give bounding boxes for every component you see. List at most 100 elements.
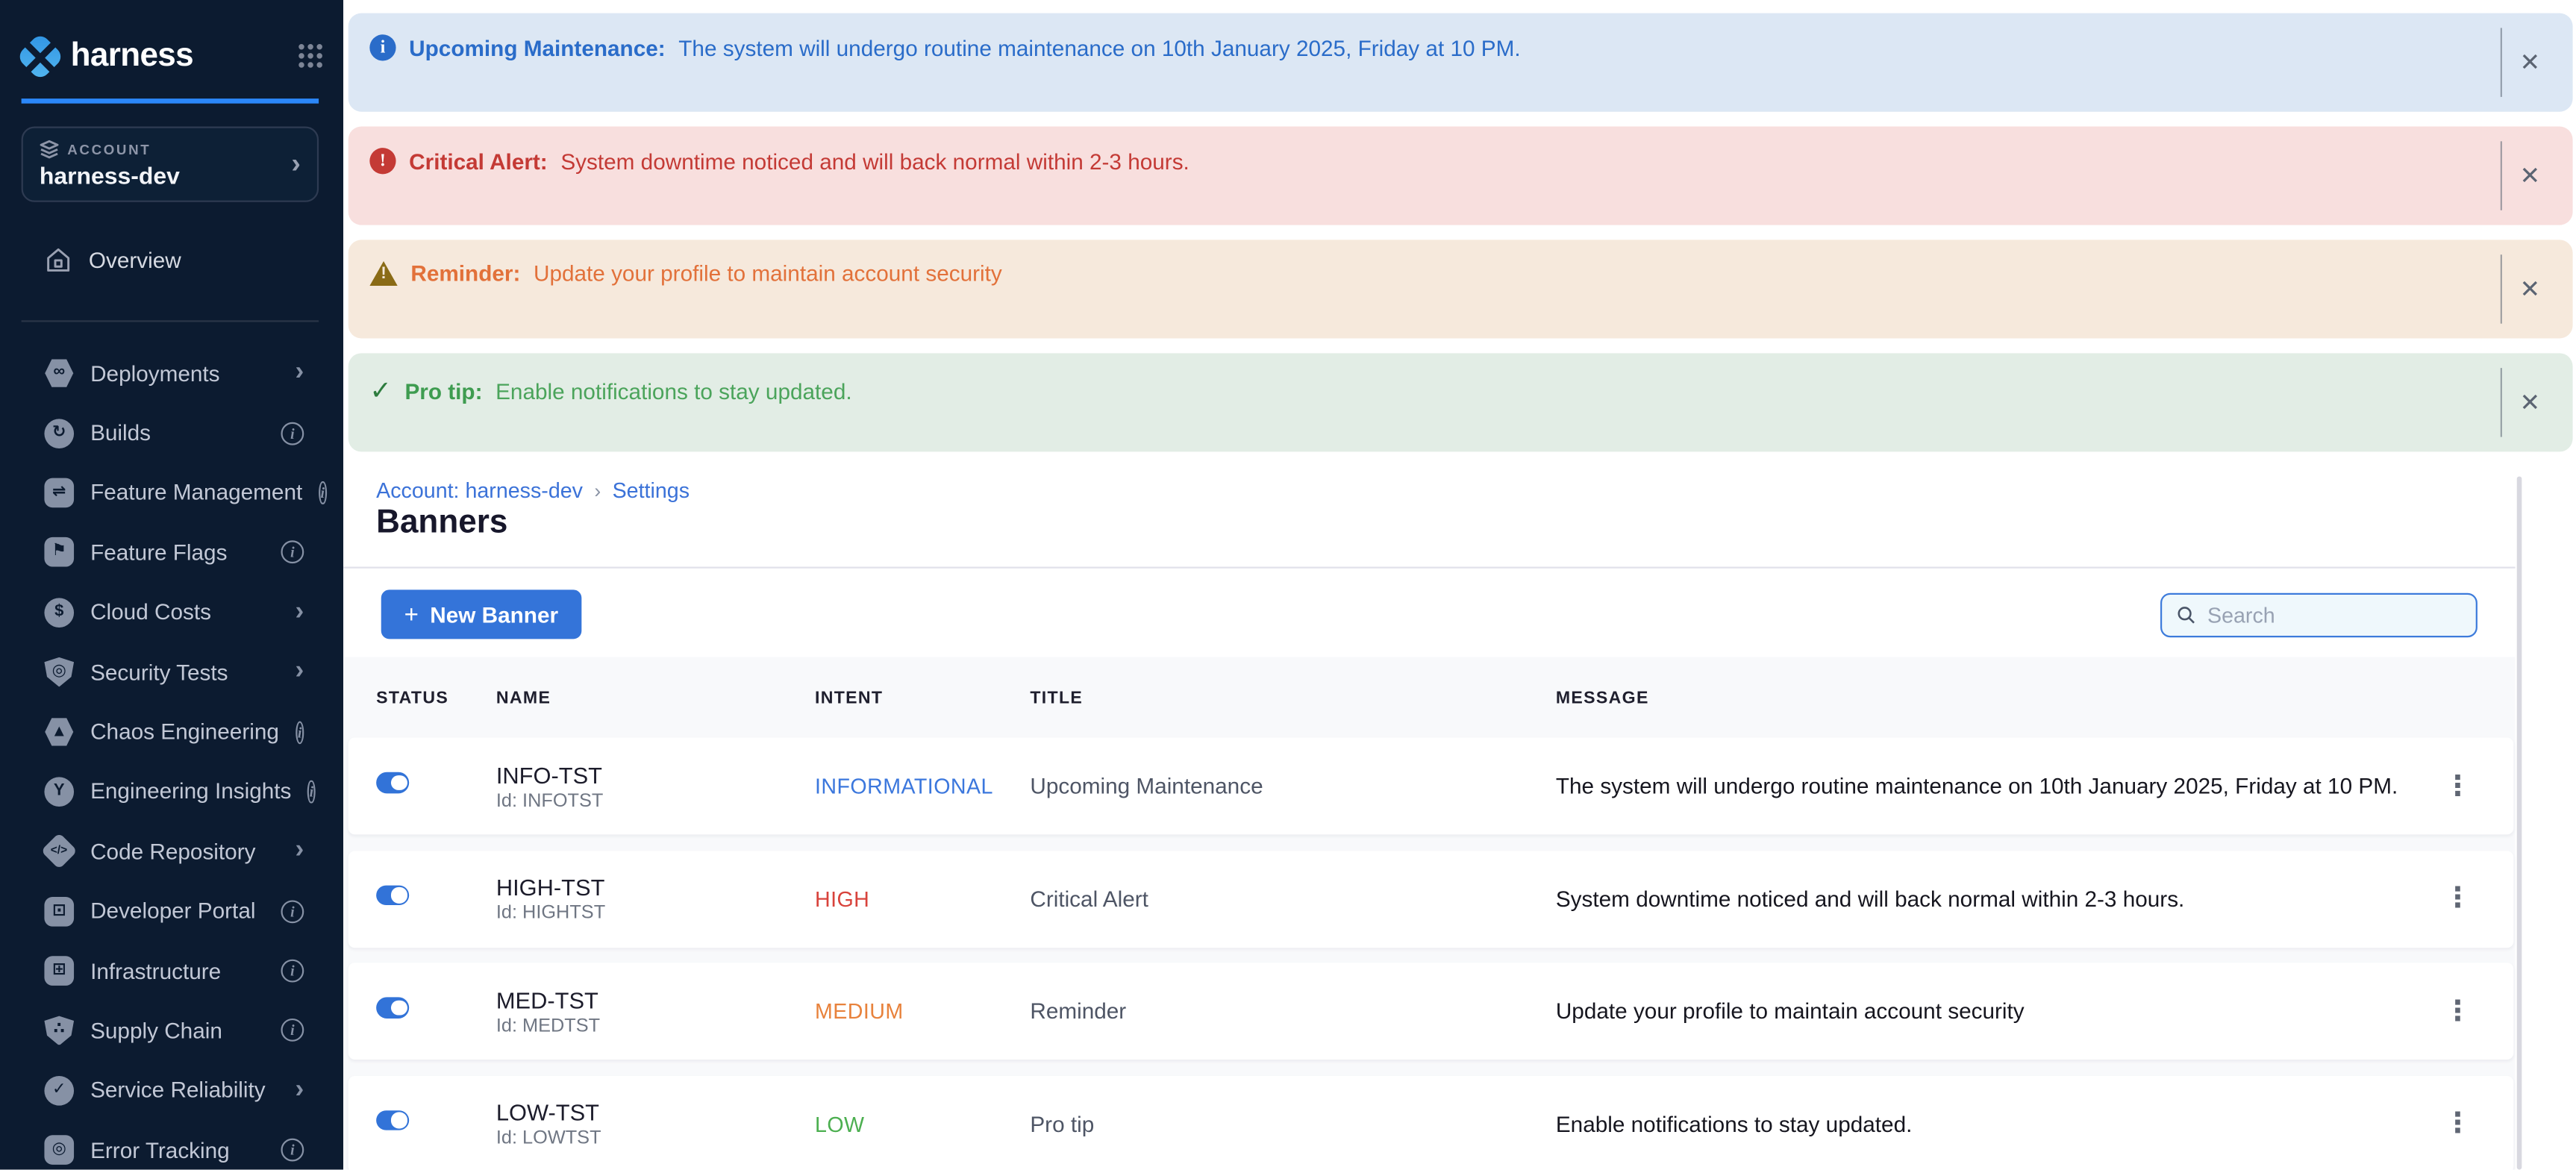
feature-management-icon: ⇌ <box>44 478 75 508</box>
search-input[interactable] <box>2207 602 2461 628</box>
chevron-right-icon <box>296 598 304 628</box>
row-menu-icon[interactable]: ⋮ <box>2443 1107 2472 1139</box>
status-toggle[interactable] <box>376 884 410 906</box>
column-header-message: MESSAGE <box>1555 687 1649 707</box>
supply-chain-icon: ∴ <box>44 1016 75 1046</box>
banner-id: Id: HIGHTST <box>495 903 606 924</box>
column-header-intent: INTENT <box>814 687 884 707</box>
home-icon <box>47 247 70 271</box>
page-title: Banners <box>376 504 508 541</box>
module-nav: ∞ Deployments ↻ Builds ⇌ Feature Managem… <box>0 343 343 1170</box>
layers-icon <box>40 140 59 159</box>
developer-portal-icon: ⊡ <box>44 896 75 927</box>
builds-icon: ↻ <box>44 418 75 448</box>
sidebar-item-feature-management[interactable]: ⇌ Feature Management <box>0 463 343 522</box>
sidebar-item-overview[interactable]: Overview <box>0 235 343 284</box>
table-row: MED-TST Id: MEDTST MEDIUM Reminder Updat… <box>348 963 2514 1060</box>
banner-divider <box>2500 368 2502 437</box>
table-header: STATUS NAME INTENT TITLE MESSAGE <box>343 657 2515 738</box>
banner-title: Pro tip <box>1030 1111 1095 1136</box>
banner-divider <box>2500 254 2502 324</box>
sidebar-item-error-tracking[interactable]: ◎ Error Tracking <box>0 1121 343 1170</box>
info-circle-icon[interactable] <box>319 481 327 504</box>
banner-message: System downtime noticed and will back no… <box>1555 886 2185 911</box>
info-circle-icon[interactable] <box>281 541 304 564</box>
sidebar-item-service-reliability[interactable]: ✓ Service Reliability <box>0 1061 343 1121</box>
row-menu-icon[interactable]: ⋮ <box>2443 769 2472 801</box>
sidebar-item-deployments[interactable]: ∞ Deployments <box>0 343 343 403</box>
service-reliability-icon: ✓ <box>44 1075 75 1106</box>
column-header-name: NAME <box>495 687 551 707</box>
banner-id: Id: LOWTST <box>495 1128 601 1148</box>
sidebar-item-builds[interactable]: ↻ Builds <box>0 403 343 463</box>
harness-logo-icon[interactable] <box>16 31 65 81</box>
banner-message: The system will undergo routine maintena… <box>1555 773 2398 798</box>
banner-warning: ! Reminder: Update your profile to maint… <box>348 240 2573 339</box>
error-tracking-icon: ◎ <box>44 1135 75 1166</box>
table-row: INFO-TST Id: INFOTST INFORMATIONAL Upcom… <box>348 737 2514 835</box>
chevron-right-icon <box>296 1076 304 1106</box>
search-icon <box>2178 607 2195 624</box>
breadcrumb-settings-link[interactable]: Settings <box>612 478 690 503</box>
banner-message: Update your profile to maintain account … <box>1555 998 2025 1024</box>
table-row: HIGH-TST Id: HIGHTST HIGH Critical Alert… <box>348 850 2514 948</box>
banner-name: HIGH-TST <box>495 874 605 901</box>
banner-divider <box>2500 28 2502 97</box>
column-header-title: TITLE <box>1030 687 1084 707</box>
banner-id: Id: MEDTST <box>495 1016 601 1036</box>
new-banner-button[interactable]: + New Banner <box>381 589 581 639</box>
info-circle-icon[interactable] <box>307 780 316 804</box>
account-name: harness-dev <box>39 164 180 191</box>
account-selector[interactable]: ACCOUNT harness-dev › <box>21 126 319 202</box>
row-menu-icon[interactable]: ⋮ <box>2443 995 2472 1026</box>
banner-title: Reminder <box>1030 998 1127 1024</box>
plus-icon: + <box>404 600 419 629</box>
app-switcher-icon[interactable] <box>297 43 323 69</box>
vertical-scrollbar[interactable] <box>2516 476 2522 1170</box>
breadcrumb-account-link[interactable]: Account: harness-dev <box>376 478 583 503</box>
row-menu-icon[interactable]: ⋮ <box>2443 882 2472 914</box>
sidebar-item-chaos-engineering[interactable]: ▲ Chaos Engineering <box>0 702 343 762</box>
deployments-icon: ∞ <box>44 358 74 388</box>
code-repository-icon: </> <box>40 833 78 870</box>
intent-badge: INFORMATIONAL <box>814 773 993 798</box>
sidebar: harness ACCOUNT <box>0 0 344 1170</box>
banner-title: Upcoming Maintenance <box>1030 773 1263 798</box>
info-circle-icon[interactable] <box>281 1019 304 1042</box>
sidebar-divider <box>21 320 319 322</box>
sidebar-item-cloud-costs[interactable]: $ Cloud Costs <box>0 583 343 642</box>
sidebar-item-engineering-insights[interactable]: Y Engineering Insights <box>0 762 343 822</box>
close-icon[interactable]: ✕ <box>2519 275 2541 304</box>
check-icon: ✓ <box>369 378 392 406</box>
close-icon[interactable]: ✕ <box>2519 49 2541 78</box>
warning-triangle-icon: ! <box>369 261 398 287</box>
search-box <box>2160 592 2477 638</box>
sidebar-item-supply-chain[interactable]: ∴ Supply Chain <box>0 1001 343 1060</box>
banner-success: ✓ Pro tip: Enable notifications to stay … <box>348 353 2573 452</box>
close-icon[interactable]: ✕ <box>2519 162 2541 191</box>
banner-id: Id: INFOTST <box>495 791 604 811</box>
status-toggle[interactable] <box>376 997 410 1018</box>
intent-badge: HIGH <box>814 886 870 911</box>
info-circle-icon[interactable] <box>295 720 304 744</box>
breadcrumb: Account: harness-dev › Settings <box>376 478 690 503</box>
status-toggle[interactable] <box>376 1110 410 1130</box>
info-circle-icon[interactable] <box>281 1139 304 1163</box>
info-circle-icon[interactable] <box>281 899 304 923</box>
info-circle-icon[interactable] <box>281 959 304 983</box>
sidebar-item-code-repository[interactable]: </> Code Repository <box>0 822 343 881</box>
status-toggle[interactable] <box>376 772 410 793</box>
info-circle-icon[interactable] <box>281 421 304 445</box>
sidebar-item-developer-portal[interactable]: ⊡ Developer Portal <box>0 881 343 941</box>
sidebar-item-security-tests[interactable]: ◎ Security Tests <box>0 642 343 702</box>
sidebar-item-feature-flags[interactable]: ⚑ Feature Flags <box>0 522 343 582</box>
chevron-right-icon: › <box>594 478 601 502</box>
banner-name: INFO-TST <box>495 761 602 788</box>
feature-flags-icon: ⚑ <box>44 537 75 568</box>
chevron-right-icon <box>296 657 304 687</box>
main-content: i Upcoming Maintenance: The system will … <box>343 0 2576 1170</box>
sidebar-item-infrastructure[interactable]: ⊞ Infrastructure <box>0 941 343 1001</box>
close-icon[interactable]: ✕ <box>2519 389 2541 418</box>
chaos-engineering-icon: ▲ <box>44 717 74 747</box>
